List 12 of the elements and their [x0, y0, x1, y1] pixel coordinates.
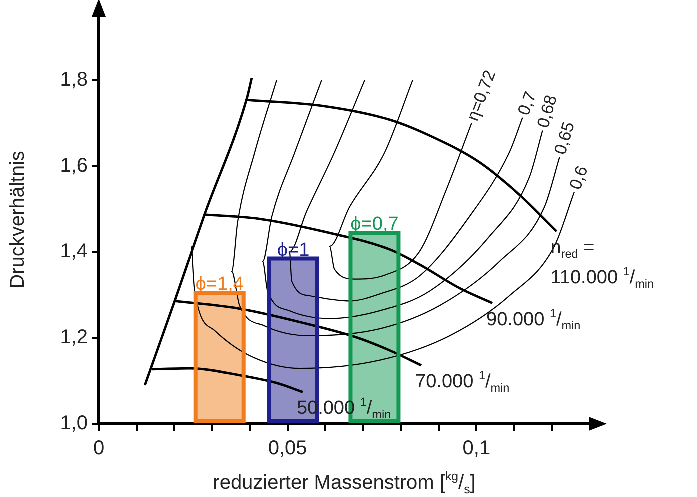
x-tick-label: 0,1: [462, 438, 491, 460]
y-tick-label: 1,2: [60, 326, 88, 349]
y-axis-title: Druckverhältnis: [7, 151, 29, 289]
text: η=0,72: [463, 68, 500, 124]
x-tick-label: 0,05: [268, 438, 308, 460]
y-tick-label: 1,0: [60, 412, 88, 435]
series-label: ϕ=0,7: [350, 214, 399, 236]
text: 0,6: [566, 164, 592, 192]
y-tick-label: 1,4: [60, 240, 88, 263]
y-tick-label: 1,6: [60, 154, 88, 177]
y-tick-label: 1,8: [60, 68, 88, 91]
x-tick-label: 0: [93, 438, 105, 460]
